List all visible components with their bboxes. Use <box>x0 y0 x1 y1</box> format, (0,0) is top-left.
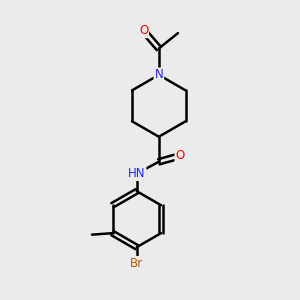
Text: O: O <box>176 149 185 162</box>
Text: O: O <box>139 24 148 37</box>
Text: HN: HN <box>128 167 146 180</box>
Text: Br: Br <box>130 257 143 270</box>
Text: N: N <box>154 68 163 81</box>
